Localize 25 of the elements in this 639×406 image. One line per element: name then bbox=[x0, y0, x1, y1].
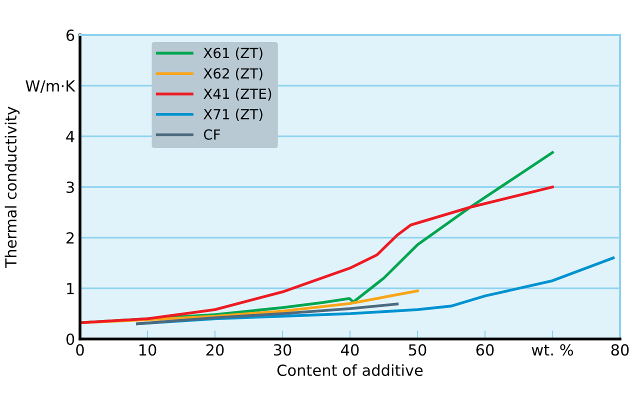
x-tick-label: 50 bbox=[408, 344, 426, 356]
y-tick-label: 4 bbox=[66, 131, 74, 142]
y-tick-label: 3 bbox=[66, 181, 74, 194]
y-tick-label: 1 bbox=[67, 283, 74, 294]
x-tick-label: 10 bbox=[139, 344, 156, 356]
y-tick-label: W/m·K bbox=[26, 80, 76, 93]
line-series bbox=[136, 302, 399, 326]
y-tick-label: 2 bbox=[66, 232, 74, 244]
legend-label: CF bbox=[204, 129, 220, 140]
legend-label: X62 (ZT) bbox=[204, 68, 262, 80]
x-tick-label: 60 bbox=[476, 344, 494, 356]
line-series bbox=[80, 186, 554, 324]
x-tick-label: 20 bbox=[206, 344, 224, 356]
legend-label: X41 (ZTE) bbox=[204, 88, 272, 101]
x-tick-label: wt. % bbox=[532, 344, 574, 356]
x-tick-label: 0 bbox=[76, 344, 84, 356]
y-tick-label: 6 bbox=[66, 29, 74, 42]
x-tick-label: 40 bbox=[341, 344, 359, 356]
x-tick-label: 80 bbox=[611, 344, 629, 356]
x-axis-title: Content of additive bbox=[277, 364, 423, 376]
x-tick-label: 30 bbox=[274, 344, 292, 356]
legend-label: X71 (ZT) bbox=[204, 108, 262, 122]
y-axis-title: Thermal conductivity bbox=[4, 106, 20, 268]
y-tick-label: 0 bbox=[66, 333, 74, 346]
legend-label: X61 (ZT) bbox=[204, 48, 262, 60]
